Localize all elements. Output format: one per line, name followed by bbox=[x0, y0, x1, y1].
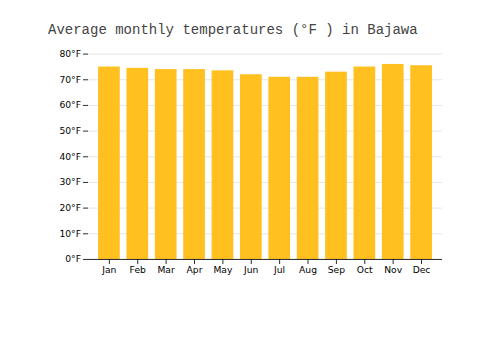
svg-text:Feb: Feb bbox=[130, 264, 146, 275]
svg-text:40°F: 40°F bbox=[59, 151, 81, 162]
svg-text:60°F: 60°F bbox=[59, 99, 81, 110]
svg-text:Apr: Apr bbox=[187, 264, 203, 275]
svg-text:50°F: 50°F bbox=[59, 125, 81, 136]
html-text:Average monthly temperatures (: Average monthly temperatures (°F ) in Ba… bbox=[48, 22, 418, 38]
svg-text:80°F: 80°F bbox=[59, 48, 81, 59]
svg-text:20°F: 20°F bbox=[59, 202, 81, 213]
svg-text:Sep: Sep bbox=[328, 264, 345, 275]
svg-text:Mar: Mar bbox=[157, 264, 175, 275]
svg-text:May: May bbox=[213, 264, 233, 275]
svg-text:Dec: Dec bbox=[413, 264, 431, 275]
svg-text:30°F: 30°F bbox=[59, 176, 81, 187]
svg-text:Jun: Jun bbox=[243, 264, 259, 275]
svg-text:Aug: Aug bbox=[299, 264, 317, 275]
svg-text:Oct: Oct bbox=[357, 264, 373, 275]
svg-text:Jul: Jul bbox=[273, 264, 285, 275]
svg-text:10°F: 10°F bbox=[59, 228, 81, 239]
svg-text:Jan: Jan bbox=[101, 264, 116, 275]
svg-text:70°F: 70°F bbox=[59, 74, 81, 85]
svg-text:Nov: Nov bbox=[384, 264, 402, 275]
svg-text:0°F: 0°F bbox=[65, 253, 81, 264]
